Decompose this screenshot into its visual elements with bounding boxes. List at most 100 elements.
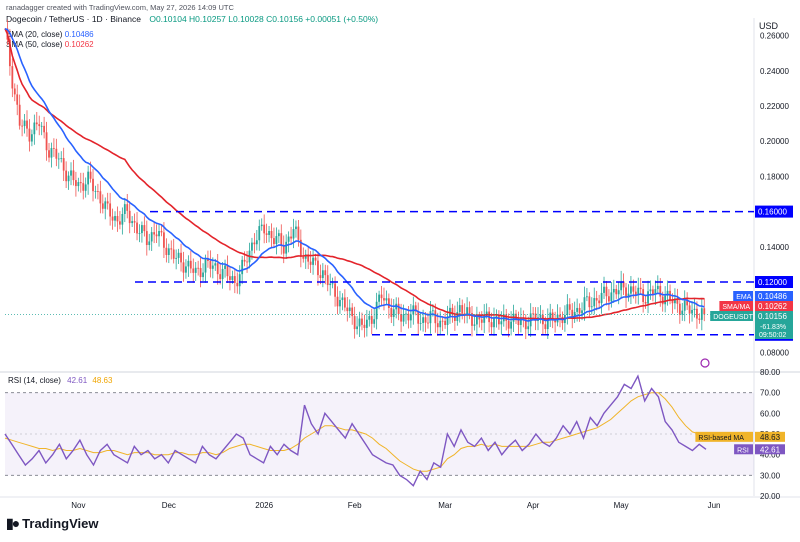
candle-body — [192, 268, 195, 273]
candle-body — [292, 229, 295, 239]
candle-body — [478, 315, 481, 320]
candle-body — [158, 231, 160, 237]
candle-body — [519, 318, 522, 325]
candle-body — [647, 291, 649, 304]
candle-body — [483, 314, 486, 323]
level-label-bg — [755, 205, 793, 218]
candle-body — [353, 316, 356, 330]
price-tag-name: EMA — [736, 294, 752, 301]
candle-body — [121, 214, 124, 225]
candle-body — [387, 298, 390, 308]
rsi-tag-value-bg — [755, 431, 785, 442]
candle-body — [97, 191, 99, 192]
candle-body — [703, 308, 706, 315]
currency-label[interactable]: USD — [758, 21, 778, 31]
price-tick-label: 0.24000 — [760, 67, 789, 76]
candle-body — [331, 283, 334, 285]
rsi-tick-label: 20.00 — [760, 492, 781, 501]
candle-body — [79, 182, 82, 184]
candle-body — [346, 307, 349, 312]
candle-body — [590, 306, 593, 308]
candle-body — [532, 313, 535, 315]
candle-body — [211, 265, 214, 269]
candle-body — [30, 134, 33, 142]
candle-body — [343, 297, 346, 308]
candle-body — [551, 312, 554, 321]
candle-body — [617, 290, 620, 295]
ema-legend[interactable]: EMA (20, close) 0.10486 — [6, 30, 94, 39]
candle-body — [40, 125, 43, 127]
candle-body — [233, 276, 236, 283]
candle-body — [595, 298, 598, 301]
candle-body — [339, 300, 341, 307]
level-label-bg — [755, 276, 793, 288]
candle-body — [77, 182, 80, 187]
candle-body — [461, 305, 464, 314]
candle-body — [671, 299, 674, 304]
candle-body — [485, 311, 488, 315]
candle-body — [260, 224, 263, 227]
rsi-ma-legend-value: 48.63 — [92, 376, 113, 385]
candle-body — [688, 305, 691, 314]
candle-body — [72, 170, 75, 181]
candle-body — [370, 316, 373, 324]
candle-body — [94, 191, 97, 192]
candle-body — [265, 233, 268, 235]
candle-body — [471, 313, 473, 326]
candle-body — [632, 286, 635, 292]
rsi-tag-name-bg — [695, 431, 753, 442]
price-tag-name: SMA/MA — [722, 304, 750, 311]
candle-body — [571, 309, 574, 318]
candle-body — [280, 233, 283, 246]
rsi-tick-label: 70.00 — [760, 389, 781, 398]
candle-body — [524, 319, 527, 330]
candle-body — [255, 240, 258, 245]
price-tag-value: 0.10262 — [758, 302, 787, 311]
candle-body — [693, 308, 696, 310]
candle-body — [160, 231, 163, 233]
candle-body — [70, 170, 72, 176]
symbol-title[interactable]: Dogecoin / TetherUS · 1D · Binance — [6, 14, 141, 24]
price-tag-value-bg — [755, 291, 793, 301]
candle-body — [510, 321, 513, 329]
candle-body — [150, 232, 153, 242]
rsi-tick-label: 30.00 — [760, 471, 781, 480]
ema-legend-value: 0.10486 — [64, 30, 94, 39]
sma-legend[interactable]: SMA (50, close) 0.10262 — [6, 40, 94, 49]
candle-body — [307, 254, 310, 262]
tradingview-logo-icon: ▮● — [6, 515, 20, 531]
candle-body — [13, 88, 16, 95]
candle-body — [275, 236, 278, 245]
price-tag-name: DOGEUSDT — [713, 314, 753, 321]
candle-body — [593, 298, 596, 307]
ema-legend-label: EMA (20, close) — [6, 30, 63, 39]
candle-body — [544, 324, 547, 330]
rsi-tick-label: 60.00 — [760, 409, 781, 418]
candle-body — [385, 298, 388, 301]
candle-body — [634, 291, 637, 295]
candle-body — [458, 305, 461, 313]
candle-body — [175, 257, 178, 259]
candle-body — [229, 276, 231, 280]
candle-body — [297, 226, 300, 240]
candle-body — [336, 296, 339, 307]
candle-body — [243, 259, 246, 262]
rsi-legend[interactable]: RSI (14, close) 42.61 48.63 — [8, 376, 112, 385]
price-tag-sub-bg — [755, 321, 793, 339]
candle-body — [605, 286, 608, 297]
time-tick-label: May — [614, 501, 629, 510]
candle-body — [11, 66, 14, 89]
candle-body — [608, 296, 610, 302]
candle-body — [429, 311, 432, 324]
price-tag-value: 0.10156 — [758, 312, 787, 321]
candle-body — [182, 262, 185, 273]
candle-body — [224, 265, 226, 269]
candle-body — [656, 285, 659, 290]
candle-body — [676, 298, 679, 304]
candle-body — [246, 261, 248, 263]
candle-body — [444, 320, 446, 325]
candle-body — [38, 124, 41, 127]
candle-body — [639, 287, 642, 290]
candle-body — [622, 281, 625, 288]
